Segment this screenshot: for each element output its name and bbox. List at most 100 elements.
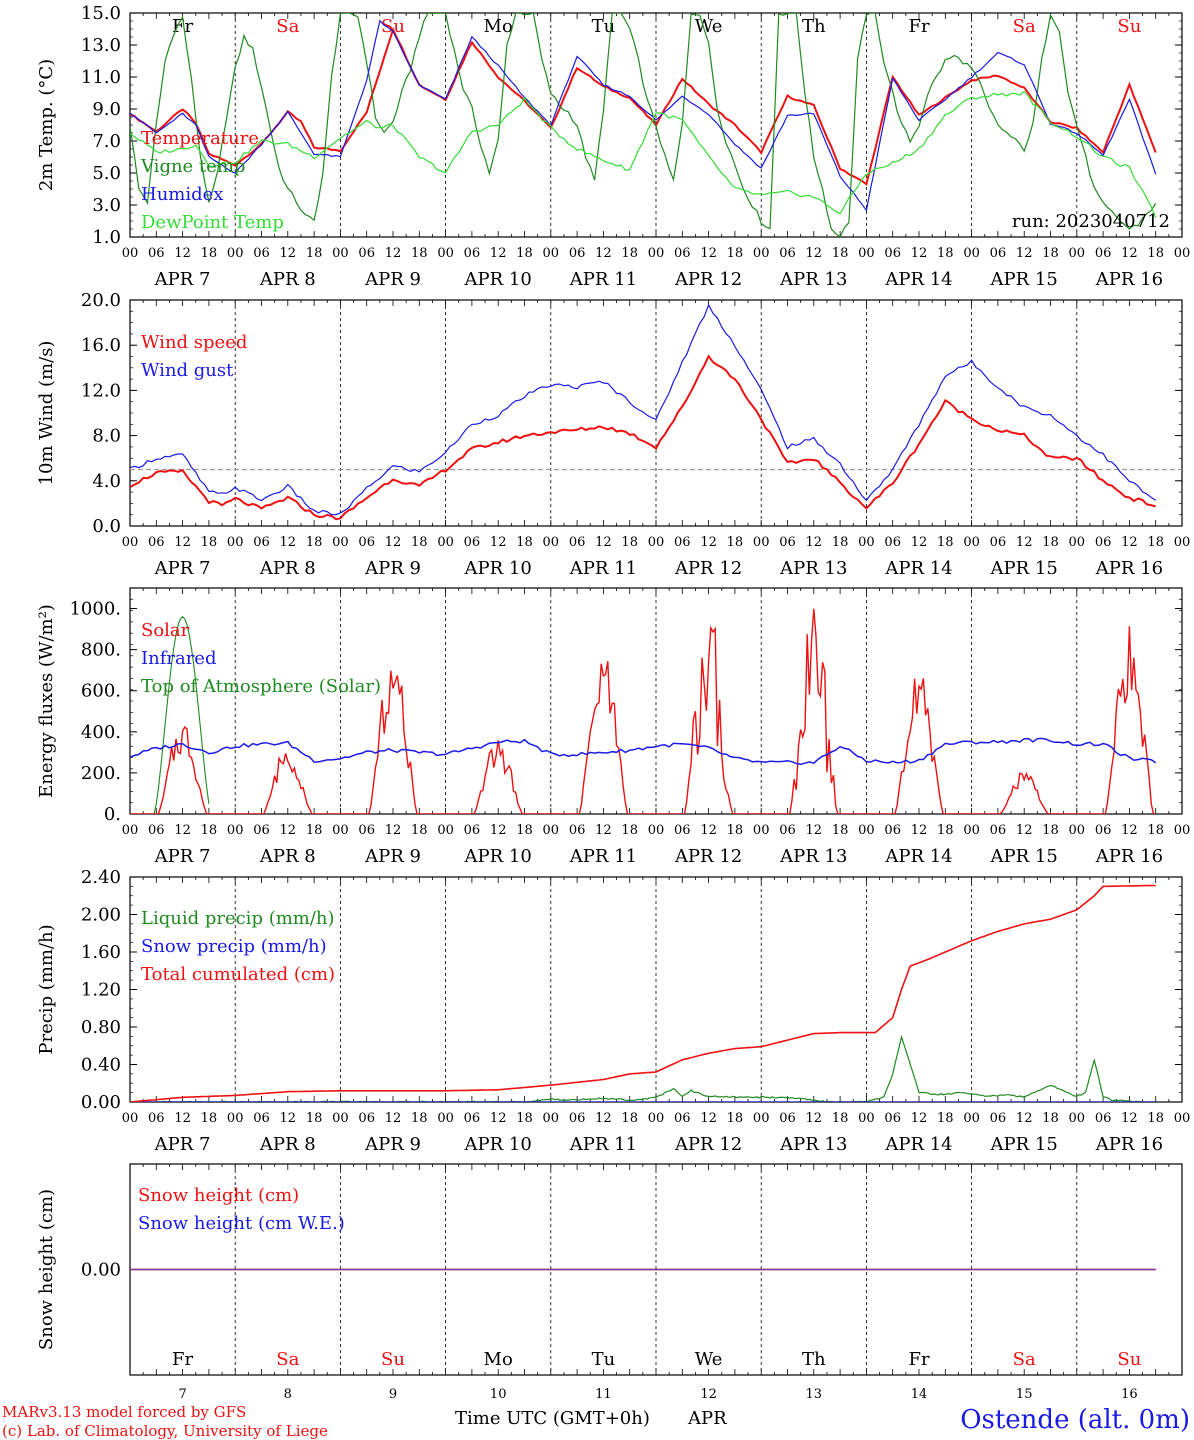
hour-tick-label: 12 [385, 246, 402, 261]
day-name-label: Tu [592, 1349, 616, 1370]
day-date-label: APR 13 [779, 846, 847, 867]
hour-tick-label: 06 [1095, 246, 1112, 261]
hour-tick-label: 18 [306, 535, 323, 550]
hour-tick-label: 06 [674, 246, 691, 261]
y-tick-label: 16.0 [81, 335, 121, 356]
panels-group: 1.0 3.0 5.0 7.0 9.0 11.0 13.0 15.0 2m Temp. (°C)… [36, 3, 1190, 1402]
hour-tick-label: 00 [543, 1111, 560, 1126]
date-number-label: 14 [911, 1387, 928, 1402]
y-tick-label: 15.0 [81, 3, 121, 24]
hour-tick-label: 00 [648, 246, 665, 261]
day-name-label: We [695, 1349, 723, 1370]
day-date-label: APR 15 [990, 269, 1058, 290]
y-tick-label: 1.20 [81, 980, 121, 1001]
day-name-label: Sa [1013, 1349, 1036, 1370]
hour-tick-label: 00 [753, 1111, 770, 1126]
hour-tick-label: 00 [858, 1111, 875, 1126]
hour-tick-label: 18 [621, 823, 638, 838]
hour-tick-label: 06 [358, 1111, 375, 1126]
solar-line [130, 608, 1156, 814]
y-tick-label: 2.00 [81, 905, 121, 926]
day-date-label: APR 9 [364, 558, 421, 579]
day-date-label: APR 16 [1095, 269, 1163, 290]
hour-tick-label: 00 [437, 1111, 454, 1126]
day-name-label: Th [802, 16, 826, 37]
hour-tick-label: 12 [1121, 1111, 1138, 1126]
day-name-label: Fr [172, 16, 193, 37]
hour-tick-label: 18 [937, 535, 954, 550]
day-date-label: APR 8 [259, 846, 316, 867]
date-number-label: 10 [490, 1387, 507, 1402]
day-name-label: Su [381, 16, 405, 37]
legend-entry: Temperature [141, 128, 259, 149]
day-date-label: APR 10 [464, 1134, 532, 1155]
hour-tick-label: 00 [1069, 535, 1086, 550]
hour-tick-label: 00 [332, 535, 349, 550]
hour-tick-label: 18 [621, 535, 638, 550]
hour-tick-label: 12 [911, 535, 928, 550]
lab-credit-line: (c) Lab. of Climatology, University of L… [2, 1422, 328, 1440]
y-tick-label: 0.00 [81, 1092, 121, 1113]
hour-tick-label: 12 [1121, 823, 1138, 838]
day-date-label: APR 15 [990, 846, 1058, 867]
hour-tick-label: 18 [201, 246, 218, 261]
hour-tick-label: 12 [700, 246, 717, 261]
series-group [130, 608, 1157, 814]
day-date-label: APR 8 [259, 269, 316, 290]
day-name-label: Su [1117, 16, 1141, 37]
y-tick-label: 2.40 [81, 867, 121, 888]
day-name-label: Su [1117, 1349, 1141, 1370]
hour-tick-label: 18 [306, 1111, 323, 1126]
series-group [130, 13, 1157, 237]
hour-tick-label: 18 [516, 535, 533, 550]
hour-tick-label: 12 [1016, 246, 1033, 261]
hour-tick-label: 00 [1174, 1111, 1191, 1126]
hour-tick-label: 18 [937, 246, 954, 261]
hour-tick-label: 18 [306, 246, 323, 261]
day-date-label: APR 10 [464, 269, 532, 290]
y-tick-label: 200. [81, 763, 121, 784]
day-date-label: APR 16 [1095, 558, 1163, 579]
y-tick-label: 0.00 [81, 1260, 121, 1281]
hour-tick-label: 00 [648, 1111, 665, 1126]
legend-entry: Top of Atmosphere (Solar) [141, 676, 381, 697]
hour-tick-label: 18 [201, 1111, 218, 1126]
hour-tick-label: 18 [516, 246, 533, 261]
hour-tick-label: 12 [280, 535, 297, 550]
hour-tick-label: 18 [832, 823, 849, 838]
y-tick-label: 20.0 [81, 290, 121, 311]
y-tick-label: 0.80 [81, 1017, 121, 1038]
day-date-label: APR 7 [154, 269, 211, 290]
legend-entry: Humidex [141, 184, 223, 205]
hour-tick-label: 12 [700, 535, 717, 550]
hour-tick-label: 12 [174, 535, 191, 550]
hour-tick-label: 00 [963, 823, 980, 838]
day-date-label: APR 9 [364, 269, 421, 290]
hour-tick-label: 12 [490, 823, 507, 838]
day-date-label: APR 11 [569, 558, 637, 579]
day-date-label: APR 12 [674, 558, 742, 579]
hour-tick-label: 06 [569, 246, 586, 261]
day-date-label: APR 11 [569, 269, 637, 290]
time-axis-month: APR [687, 1408, 727, 1429]
hour-tick-label: 00 [122, 246, 139, 261]
hour-tick-label: 06 [253, 535, 270, 550]
date-number-label: 13 [806, 1387, 823, 1402]
date-number-label: 16 [1121, 1387, 1138, 1402]
date-number-label: 15 [1016, 1387, 1033, 1402]
hour-tick-label: 06 [1095, 535, 1112, 550]
hour-tick-label: 12 [1016, 1111, 1033, 1126]
hour-tick-label: 18 [201, 823, 218, 838]
hour-tick-label: 12 [806, 823, 823, 838]
date-number-label: 11 [595, 1387, 612, 1402]
hour-tick-label: 12 [700, 823, 717, 838]
hour-tick-label: 00 [227, 246, 244, 261]
footer: MARv3.13 model forced by GFS (c) Lab. of… [2, 1403, 1190, 1440]
day-name-label: Mo [484, 1349, 513, 1370]
day-date-label: APR 14 [884, 1134, 952, 1155]
hour-tick-label: 18 [1147, 1111, 1164, 1126]
hour-tick-label: 18 [937, 1111, 954, 1126]
hour-tick-label: 00 [648, 535, 665, 550]
hour-tick-label: 12 [490, 535, 507, 550]
